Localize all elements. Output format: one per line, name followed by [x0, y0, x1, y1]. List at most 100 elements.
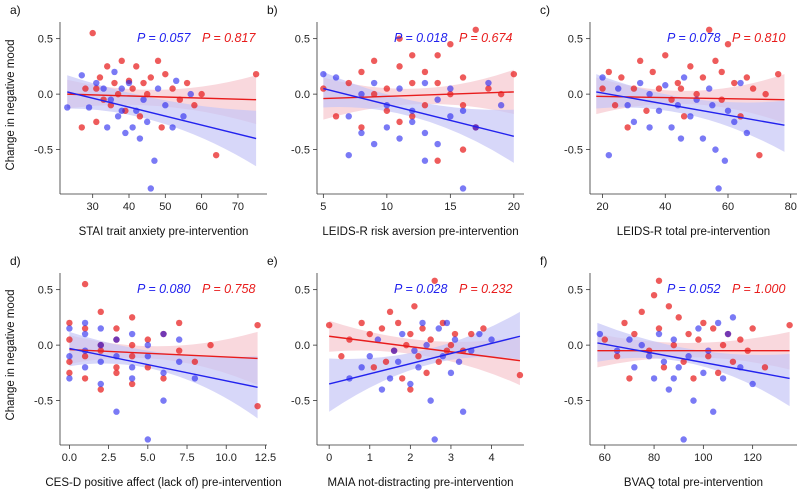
red-fit-line: [69, 348, 258, 360]
blue-point: [685, 353, 692, 360]
red-point: [749, 85, 757, 92]
blue-point: [423, 341, 430, 349]
red-point: [366, 330, 373, 338]
blue-point: [630, 118, 638, 126]
blue-point: [662, 82, 669, 89]
red-point: [762, 90, 769, 98]
y-tick-label: -0.5: [564, 145, 583, 157]
blue-point: [64, 104, 71, 111]
red-point: [407, 330, 414, 338]
x-tick-label: 10: [381, 201, 393, 213]
red-point: [207, 341, 214, 349]
red-point: [113, 369, 120, 377]
red-point: [618, 74, 625, 81]
blue-point: [411, 347, 418, 354]
red-point: [786, 321, 793, 329]
blue-point: [675, 364, 682, 371]
red-point: [394, 319, 402, 327]
red-point: [89, 29, 96, 37]
y-tick-label: -0.5: [291, 396, 310, 408]
red-point: [459, 102, 467, 109]
red-point: [472, 26, 479, 33]
x-tick-label: 50: [159, 201, 171, 213]
y-tick-label: -0.5: [291, 145, 310, 157]
red-point: [714, 369, 722, 377]
blue-point: [668, 124, 675, 131]
red-point: [358, 68, 365, 76]
blue-point: [714, 319, 722, 327]
y-axis-label-bottom: Change in negative mood: [5, 289, 17, 420]
y-tick-label: 0.0: [568, 89, 583, 101]
x-tick-label: 100: [694, 452, 712, 464]
blue-point: [128, 375, 136, 382]
red-point: [399, 375, 406, 382]
red-point: [144, 336, 152, 343]
blue-point: [162, 102, 169, 109]
blue-point: [724, 107, 732, 114]
y-tick-label: 0.0: [38, 89, 53, 101]
x-axis-label: MAIA not-distracting pre-intervention: [327, 477, 513, 489]
red-point: [510, 70, 518, 78]
y-axis-label-top: Change in negative mood: [5, 39, 17, 170]
blue-point: [626, 336, 633, 343]
blue-point: [114, 113, 122, 120]
blue-point: [660, 358, 668, 365]
red-point: [459, 146, 467, 153]
blue-point: [476, 330, 483, 338]
red-point: [143, 90, 151, 98]
red-point: [624, 124, 631, 131]
red-point: [459, 74, 467, 81]
red-point: [680, 358, 687, 365]
blue-confidence-band: [597, 322, 790, 407]
red-point: [183, 79, 191, 87]
blue-point: [81, 364, 89, 371]
blue-point: [345, 151, 352, 159]
blue-point: [638, 341, 645, 349]
red-point: [655, 325, 663, 332]
red-point: [81, 375, 89, 382]
red-point: [382, 358, 390, 365]
red-point: [97, 308, 104, 316]
blue-point: [144, 341, 152, 349]
red-point: [630, 85, 638, 92]
red-point: [435, 358, 442, 365]
x-tick-label: 20: [596, 201, 608, 213]
red-point: [670, 341, 677, 349]
red-point: [140, 79, 147, 87]
blue-point: [125, 79, 133, 87]
blue-point: [66, 325, 73, 332]
red-point: [705, 353, 712, 360]
x-tick-label: 60: [196, 201, 208, 213]
red-point: [690, 375, 697, 382]
red-fit-line: [329, 335, 521, 362]
blue-fit-line: [597, 342, 790, 380]
y-tick-label: 0.5: [38, 34, 53, 46]
red-point: [743, 74, 751, 81]
blue-point: [118, 85, 125, 92]
blue-confidence-band: [67, 75, 257, 167]
x-tick-label: 3: [448, 452, 454, 464]
blue-point: [710, 408, 717, 415]
red-point: [370, 57, 378, 65]
blue-point: [144, 353, 152, 360]
blue-point: [721, 157, 729, 164]
red-point: [710, 325, 717, 332]
blue-point: [140, 96, 147, 103]
x-tick-label: 2: [407, 452, 413, 464]
blue-point: [147, 185, 154, 192]
blue-fit-line: [323, 87, 515, 137]
blue-point: [113, 408, 120, 415]
blue-point: [113, 336, 120, 343]
blue-fit-line: [69, 347, 258, 388]
red-point: [468, 330, 475, 338]
red-point: [129, 85, 136, 92]
blue-point: [749, 380, 756, 388]
red-point: [386, 308, 394, 316]
p-value-blue: P = 0.052: [667, 282, 720, 296]
blue-point: [443, 319, 451, 327]
blue-point: [169, 124, 176, 131]
red-point: [370, 90, 378, 98]
red-point: [383, 85, 391, 92]
blue-point: [129, 124, 136, 131]
